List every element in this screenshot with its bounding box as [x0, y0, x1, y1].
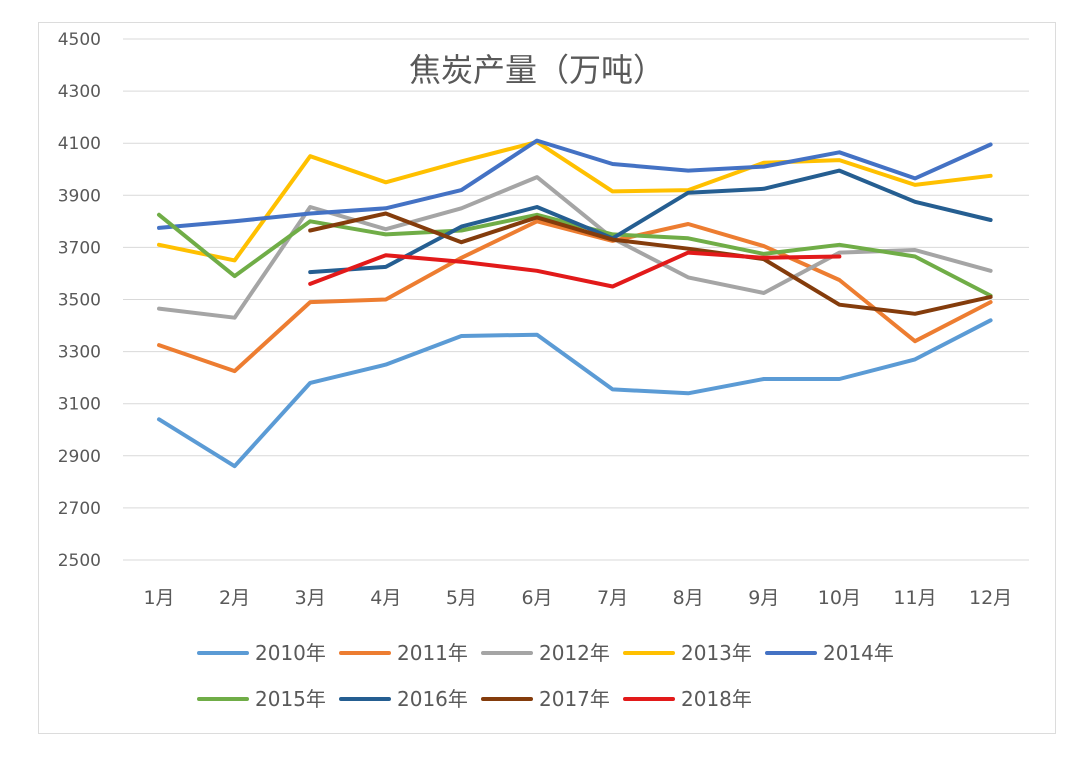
x-tick-label: 7月	[597, 587, 628, 609]
legend-label: 2018年	[681, 687, 752, 711]
series-line	[157, 139, 993, 263]
series-line	[308, 168, 993, 275]
series-line	[157, 138, 993, 230]
y-tick-label: 3300	[58, 343, 101, 363]
y-tick-label: 3100	[58, 395, 101, 415]
x-tick-label: 4月	[370, 587, 401, 609]
series-line	[308, 250, 842, 289]
legend-label: 2013年	[681, 641, 752, 665]
y-tick-label: 4100	[58, 134, 101, 154]
series-line	[157, 318, 993, 469]
y-tick-label: 3500	[58, 291, 101, 311]
y-tick-label: 2700	[58, 499, 101, 519]
gridlines	[123, 38, 1029, 561]
chart-title: 焦炭产量（万吨）	[409, 51, 665, 89]
legend-label: 2011年	[397, 641, 468, 665]
legend-label: 2015年	[255, 687, 326, 711]
y-tick-label: 2900	[58, 447, 101, 467]
x-tick-label: 8月	[673, 587, 704, 609]
x-tick-label: 11月	[893, 587, 936, 609]
y-tick-label: 4500	[58, 30, 101, 50]
legend-label: 2014年	[823, 641, 894, 665]
legend-label: 2012年	[539, 641, 610, 665]
x-tick-label: 12月	[969, 587, 1012, 609]
series-lines	[157, 138, 993, 469]
legend: 2010年 2011年 2012年 2013年 2014年 2015年 2016年 2017年…	[197, 641, 894, 711]
x-tick-label: 6月	[521, 587, 552, 609]
legend-label: 2010年	[255, 641, 326, 665]
y-axis-ticks: 2500 2700 2900 3100 3300 3500 3700 3900 4100 4300…	[58, 30, 101, 571]
x-tick-label: 3月	[295, 587, 326, 609]
x-axis-ticks: 1月 2月 3月 4月 5月 6月 7月 8月 9月 10月 11月 12月	[143, 587, 1012, 609]
legend-label: 2017年	[539, 687, 610, 711]
chart-frame: 焦炭产量（万吨） 2500 2700 2900 3100 3300 3500 3700 390…	[38, 22, 1056, 734]
x-tick-label: 1月	[143, 587, 174, 609]
x-tick-label: 10月	[818, 587, 861, 609]
line-chart: 焦炭产量（万吨） 2500 2700 2900 3100 3300 3500 3700 390…	[58, 30, 1029, 711]
x-tick-label: 9月	[748, 587, 779, 609]
series-line	[157, 175, 993, 320]
x-tick-label: 2月	[219, 587, 250, 609]
series-line	[308, 211, 993, 316]
x-tick-label: 5月	[446, 587, 477, 609]
y-tick-label: 3900	[58, 186, 101, 206]
y-tick-label: 2500	[58, 551, 101, 571]
legend-label: 2016年	[397, 687, 468, 711]
y-tick-label: 4300	[58, 82, 101, 102]
series-line	[157, 219, 993, 374]
y-tick-label: 3700	[58, 238, 101, 258]
